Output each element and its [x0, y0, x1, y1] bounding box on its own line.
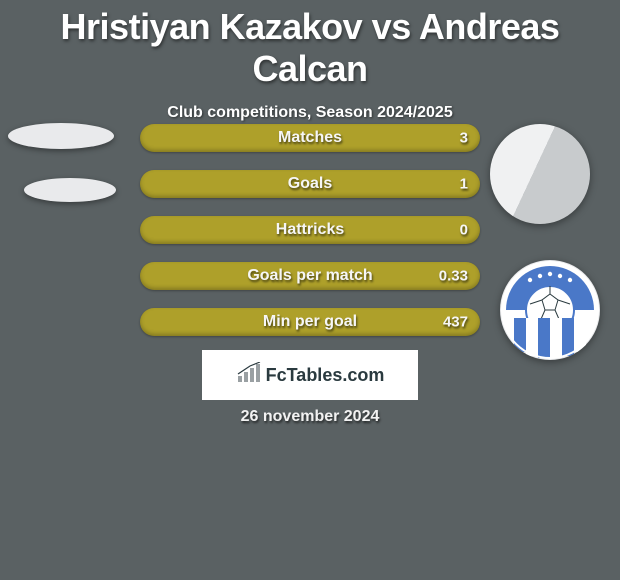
stat-bar-value: 3: [460, 130, 468, 147]
page-subtitle: Club competitions, Season 2024/2025: [0, 104, 620, 122]
fctables-logo: FcTables.com: [202, 350, 418, 400]
stat-bar-label: Goals: [288, 175, 332, 193]
stat-bar-label: Hattricks: [276, 221, 344, 239]
player-shape-left: [8, 123, 114, 149]
date-text: 26 november 2024: [0, 408, 620, 426]
stat-bar-label: Matches: [278, 129, 342, 147]
stat-bar: Goals 1: [140, 170, 480, 198]
stat-bar: Goals per match 0.33: [140, 262, 480, 290]
stat-bar-label: Goals per match: [247, 267, 372, 285]
stat-bar-value: 437: [443, 314, 468, 331]
club-badge: [500, 260, 600, 360]
player-photo: [490, 124, 590, 224]
stat-bar: Matches 3: [140, 124, 480, 152]
logo-chart-icon: [236, 362, 262, 389]
logo-text: FcTables.com: [266, 365, 385, 386]
player-shape-left: [24, 178, 116, 202]
stat-bar-value: 0: [460, 222, 468, 239]
stat-bar-label: Min per goal: [263, 313, 357, 331]
stat-bar-value: 1: [460, 176, 468, 193]
stat-bar: Hattricks 0: [140, 216, 480, 244]
page-title: Hristiyan Kazakov vs Andreas Calcan: [0, 0, 620, 90]
stat-bars: Matches 3 Goals 1 Hattricks 0 Goals per match 0…: [140, 124, 480, 354]
stat-bar: Min per goal 437: [140, 308, 480, 336]
stat-bar-value: 0.33: [439, 268, 468, 285]
